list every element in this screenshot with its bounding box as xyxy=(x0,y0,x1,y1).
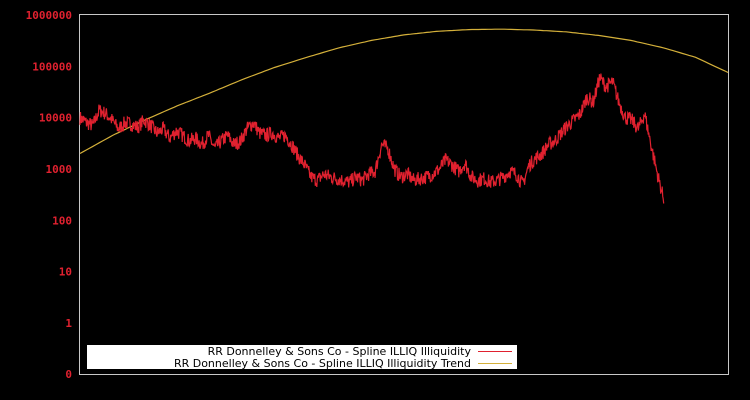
y-tick-label: 100000 xyxy=(32,60,72,73)
y-tick-label: 10000 xyxy=(39,112,72,125)
y-tick-label: 10 xyxy=(59,266,72,279)
plot-frame xyxy=(79,14,729,375)
legend-label-illiquidity: RR Donnelley & Sons Co - Spline ILLIQ Il… xyxy=(208,345,472,358)
y-tick-label: 1 xyxy=(65,317,72,330)
legend-box xyxy=(87,345,517,369)
y-tick-label: 0 xyxy=(65,368,72,381)
y-tick-label: 100 xyxy=(52,214,72,227)
legend: RR Donnelley & Sons Co - Spline ILLIQ Il… xyxy=(87,345,517,370)
y-tick-label: 1000 xyxy=(46,163,73,176)
legend-label-trend: RR Donnelley & Sons Co - Spline ILLIQ Il… xyxy=(174,357,471,370)
y-tick-label: 1000000 xyxy=(26,9,72,22)
trend-series-line xyxy=(79,28,729,155)
illiquidity-series-line xyxy=(79,73,665,204)
